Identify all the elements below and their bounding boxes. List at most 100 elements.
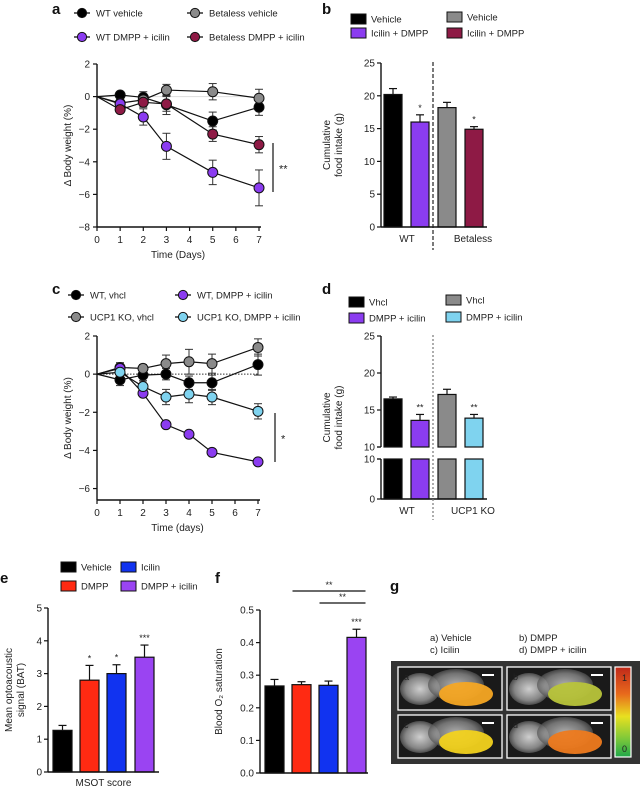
y-tick-label: 2 [84,332,90,343]
data-point [253,182,265,194]
data-point [160,84,172,96]
bar-lower [410,458,430,500]
y-tick-label: 2 [36,702,42,713]
data-point [160,140,172,152]
legend-label: WT DMPP + icilin [96,33,170,44]
data-point [252,405,264,417]
data-point [253,139,265,151]
y-tick-label: −2 [79,125,91,136]
y-tick-label: 3 [36,669,42,680]
g-legend-b: b) DMPP [519,633,558,644]
x-tick-label: 0 [94,235,100,246]
y-tick-label: 10 [364,443,376,454]
panel-label-b: b [322,1,331,18]
data-point [183,428,195,440]
bar [464,417,484,448]
y-axis-label: Cumulative [322,392,333,442]
panel-g-image: a) Vehicle b) DMPP c) Icilin d) DMPP + i… [391,633,640,764]
legend-label: WT, vhcl [90,291,126,302]
bar [106,672,127,773]
data-point [252,359,264,371]
x-tick-label: 7 [256,235,262,246]
bar [134,656,155,773]
y-axis-label: food intake (g) [334,113,345,177]
y-tick-label: −6 [79,484,91,495]
signal-overlay [439,682,493,706]
legend-marker [177,311,189,323]
data-point [253,92,265,104]
panel-b-chart: Vehicle Icilin + DMPP Vehicle Icilin + DMPP… [322,11,524,250]
y-tick-label: −2 [79,408,91,419]
y-tick-label: 5 [369,190,375,201]
x-axis-label: Time (days) [151,523,203,534]
x-axis-label: MSOT score [76,778,132,787]
significance-label: ** [470,402,478,412]
legend-label: Vehicle [81,563,112,574]
panel-label-c: c [52,281,60,298]
x-tick-label: 1 [117,235,123,246]
data-point [160,98,172,110]
legend-swatch [446,27,463,39]
y-tick-label: 0.0 [240,769,254,780]
y-tick-label: 0 [36,768,42,779]
y-axis-label: Mean optoacoustic [4,648,15,732]
bar [437,107,457,228]
bar [437,393,457,448]
bar-lower [464,458,484,500]
significance-label: ** [279,164,288,176]
colorbar-max: 1 [622,673,627,683]
colorbar-min: 0 [622,744,627,754]
y-tick-label: −6 [79,190,91,201]
x-axis-label: Time (Days) [151,250,205,261]
panel-a-chart: WT vehicle Betaless vehicle WT DMPP + icil… [63,7,305,261]
significance-label: * [418,103,422,113]
tile-label: c [404,720,409,730]
panel-c-chart: WT, vhcl UCP1 KO, vhcl WT, DMPP + icilin UC… [63,289,301,534]
bar-lower [437,458,457,500]
y-tick-label: 0.3 [240,671,254,682]
significance-label: * [88,653,92,663]
legend-label: Icilin + DMPP [467,29,524,40]
y-tick-label: 4 [36,636,42,647]
significance-label: ** [416,402,424,412]
y-tick-label: 1 [36,735,42,746]
y-tick-label: 20 [364,91,376,102]
legend-swatch [350,27,367,39]
y-tick-label: 10 [364,157,376,168]
image-tile: d [506,714,612,759]
signal-overlay [548,730,602,754]
signal-overlay [548,682,602,706]
x-tick-label: 2 [141,235,147,246]
legend-marker [189,31,201,43]
data-point [206,391,218,403]
legend-marker [70,311,82,323]
y-axis-label: Δ Body weight (%) [63,105,74,187]
bar [464,128,484,228]
bar [79,679,100,773]
legend-label: DMPP + icilin [369,314,426,325]
data-point [207,128,219,140]
panel-label-a: a [52,1,61,18]
group-label: WT [399,234,415,245]
y-tick-label: 0.2 [240,703,254,714]
legend-swatch [60,561,77,573]
legend-label: DMPP + icilin [466,313,523,324]
data-point [137,96,149,108]
legend-label: Betaless vehicle [209,9,278,20]
bar [410,121,430,228]
data-point [137,111,149,123]
significance-label: * [115,653,119,663]
legend-label: Vehicle [371,15,402,26]
x-tick-label: 1 [117,508,123,519]
y-axis-label: food intake (g) [334,386,345,450]
x-tick-label: 5 [210,235,216,246]
legend-label: WT vehicle [96,9,143,20]
data-point [137,381,149,393]
data-point [160,391,172,403]
legend-swatch [445,311,462,323]
tile-label: a [404,672,409,682]
significance-label: *** [139,633,150,643]
x-tick-label: 7 [255,508,261,519]
legend-swatch [446,11,463,23]
